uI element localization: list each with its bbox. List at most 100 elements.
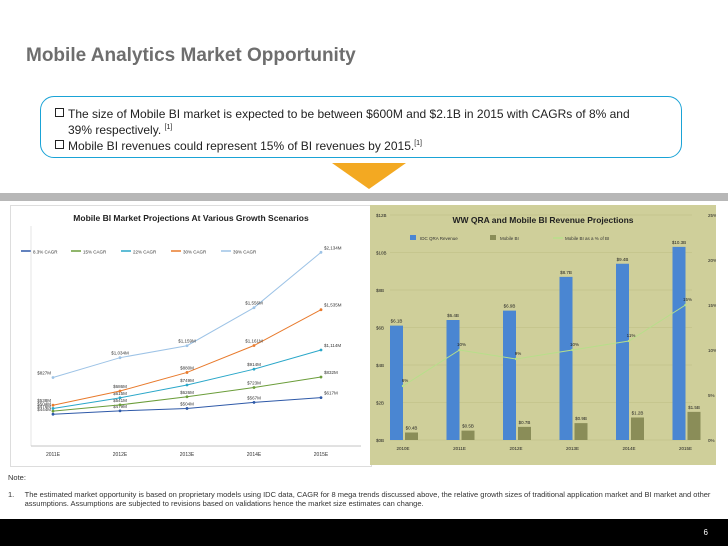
bullet-1-ref: [1] — [164, 124, 173, 131]
chart-title: Mobile BI Market Projections At Various … — [73, 213, 309, 223]
data-label: $617M — [324, 391, 338, 396]
data-point — [684, 303, 687, 307]
data-point — [252, 367, 256, 371]
data-label: $686M — [113, 384, 127, 389]
data-label: $6.9B — [504, 304, 516, 309]
data-label: 11% — [627, 333, 636, 338]
legend-label: 8.3% CAGR — [33, 250, 58, 255]
checkbox-bullet-icon — [55, 140, 64, 149]
data-point — [627, 339, 631, 343]
note-item: 1. The estimated market opportunity is b… — [8, 490, 720, 508]
data-label: $504M — [180, 401, 194, 406]
data-point — [185, 371, 189, 374]
x-tick-label: 2010E — [396, 446, 409, 451]
revenue-projections-chart: WW QRA and Mobile BI Revenue Projections… — [376, 213, 717, 451]
y-tick-label-right: 0% — [708, 438, 715, 443]
bullet-1: The size of Mobile BI market is expected… — [55, 107, 675, 137]
data-point — [252, 401, 256, 404]
chart-title: WW QRA and Mobile BI Revenue Projections — [452, 215, 633, 225]
data-label: $0.5B — [462, 424, 474, 429]
data-point — [252, 306, 256, 310]
data-point — [51, 403, 55, 407]
x-tick-label: 2013E — [180, 452, 195, 458]
data-point — [51, 407, 55, 410]
down-arrow-icon — [332, 163, 406, 189]
bullet-1-text-cont: 39% respectively. — [68, 123, 162, 137]
y-tick-label-right: 10% — [708, 348, 716, 353]
x-tick-label: 2012E — [509, 446, 522, 451]
y-tick-label-right: 5% — [708, 393, 715, 398]
bar-qra-revenue — [616, 263, 629, 440]
summary-callout: The size of Mobile BI market is expected… — [40, 96, 682, 158]
note-text: The estimated market opportunity is base… — [24, 490, 711, 508]
y-tick-label-right: 20% — [708, 258, 716, 263]
data-label: $6.1B — [391, 319, 403, 324]
growth-scenarios-chart: Mobile BI Market Projections At Various … — [21, 213, 361, 458]
data-point — [185, 383, 189, 387]
legend-label: Mobile BI as a % of BI — [565, 236, 609, 241]
data-label: $827M — [37, 371, 51, 376]
y-tick-label-left: $6B — [376, 326, 384, 331]
data-label: 6% — [402, 378, 409, 383]
legend-label: Mobile BI — [500, 236, 519, 241]
data-label: $1.2B — [632, 411, 644, 416]
data-point — [319, 308, 323, 312]
page-number: 6 — [703, 528, 708, 537]
data-point — [118, 396, 122, 400]
bar-mobile-bi — [405, 432, 418, 440]
data-label: $1,034M — [111, 351, 129, 356]
y-tick-label-right: 25% — [708, 213, 716, 218]
data-point — [319, 396, 323, 400]
data-point — [458, 348, 461, 352]
data-point — [319, 250, 323, 254]
data-point — [319, 375, 323, 379]
data-label: $1,535M — [324, 303, 342, 308]
data-label: $1.5B — [688, 405, 700, 410]
data-label: $832M — [324, 370, 338, 375]
data-label: $723M — [247, 380, 261, 385]
data-point — [51, 409, 55, 413]
data-label: $880M — [180, 365, 194, 370]
data-point — [118, 389, 122, 393]
revenue-projections-chart-panel: WW QRA and Mobile BI Revenue Projections… — [370, 205, 717, 465]
bar-qra-revenue — [446, 320, 460, 440]
x-tick-label: 2015E — [314, 452, 329, 458]
data-label: $615M — [113, 391, 127, 396]
legend-label: 15% CAGR — [83, 250, 107, 255]
y-tick-label-left: $2B — [376, 401, 384, 406]
data-label: $10.3B — [672, 240, 686, 245]
notes-heading: Note: — [8, 473, 26, 482]
data-point — [401, 384, 405, 388]
data-point — [252, 386, 256, 389]
data-label: $541M — [113, 398, 127, 403]
data-point — [571, 348, 574, 352]
x-tick-label: 2014E — [622, 446, 635, 451]
bar-qra-revenue — [390, 325, 403, 440]
data-label: $8.7B — [560, 270, 572, 275]
data-label: $444M — [37, 407, 51, 412]
bullet-2-text: Mobile BI revenues could represent 15% o… — [68, 139, 415, 153]
checkbox-bullet-icon — [55, 108, 64, 117]
bullet-2-ref: [1] — [414, 140, 423, 147]
bar-mobile-bi — [574, 423, 588, 440]
data-label: $749M — [180, 378, 194, 383]
data-point — [118, 403, 122, 407]
y-tick-label-right: 15% — [708, 303, 716, 308]
legend-swatch — [410, 235, 416, 240]
series-line — [52, 251, 322, 378]
data-label: $476M — [37, 404, 51, 409]
y-tick-label-left: $12B — [376, 213, 387, 218]
data-point — [185, 407, 189, 410]
data-label: 9% — [515, 351, 522, 356]
legend-label: 39% CAGR — [233, 250, 257, 255]
bar-mobile-bi — [461, 430, 475, 440]
divider-bar — [0, 193, 728, 201]
page-title: Mobile Analytics Market Opportunity — [26, 45, 356, 66]
x-tick-label: 2015E — [679, 446, 692, 451]
data-label: $538M — [37, 398, 51, 403]
legend-swatch — [490, 235, 496, 240]
y-tick-label-left: $10B — [376, 251, 387, 256]
data-point — [51, 376, 55, 379]
data-label: $9.4B — [617, 257, 629, 262]
data-label: $1,556M — [245, 301, 263, 306]
